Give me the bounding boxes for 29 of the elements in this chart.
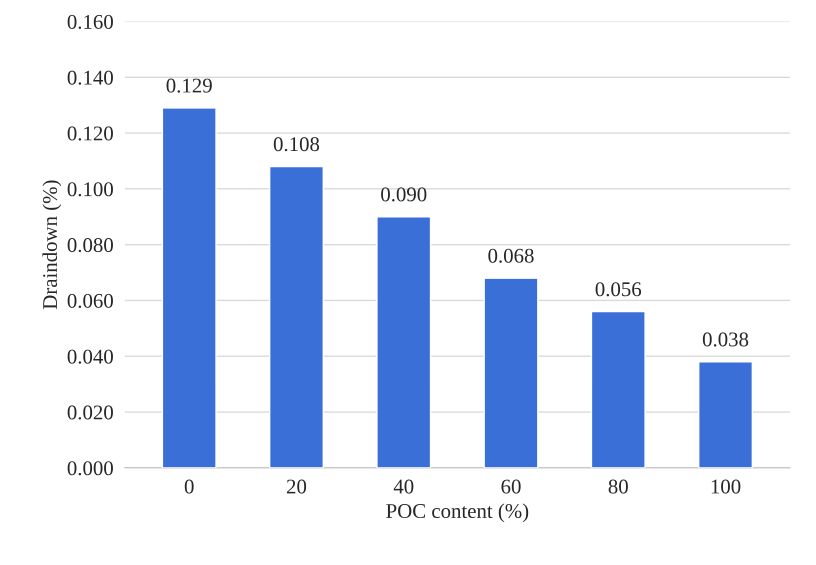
y-tick-label: 0.140 — [68, 70, 113, 85]
y-tick-label: 0.120 — [68, 126, 113, 141]
y-tick-label: 0.040 — [68, 350, 113, 364]
y-tick-label: 0.020 — [68, 405, 113, 420]
bar — [590, 310, 646, 468]
bar — [698, 361, 754, 468]
y-tick-label: 0.060 — [68, 294, 113, 308]
y-axis-title: Draindown (%) — [42, 180, 62, 310]
data-label: 0.129 — [166, 78, 212, 93]
x-tick-label: 40 — [394, 480, 414, 494]
x-tick-label: 60 — [501, 480, 521, 494]
x-tick-label: 20 — [286, 480, 306, 494]
bar — [483, 277, 539, 468]
x-tick-label: 100 — [712, 480, 740, 494]
bar — [268, 166, 324, 468]
bar — [162, 107, 217, 468]
y-tick-label: 0.100 — [68, 182, 113, 196]
y-tick-label: 0.000 — [68, 461, 113, 476]
bar — [376, 216, 432, 468]
y-tick-label: 0.160 — [68, 14, 113, 29]
data-label: 0.068 — [488, 248, 534, 263]
data-label: 0.056 — [596, 282, 642, 296]
data-label: 0.108 — [274, 137, 320, 152]
data-label: 0.090 — [381, 187, 426, 202]
x-tick-label: 80 — [608, 480, 628, 494]
x-tick-label: 0 — [184, 480, 194, 494]
data-label: 0.038 — [702, 332, 748, 347]
y-tick-label: 0.080 — [68, 238, 113, 252]
x-axis-title: POC content (%) — [386, 503, 528, 522]
